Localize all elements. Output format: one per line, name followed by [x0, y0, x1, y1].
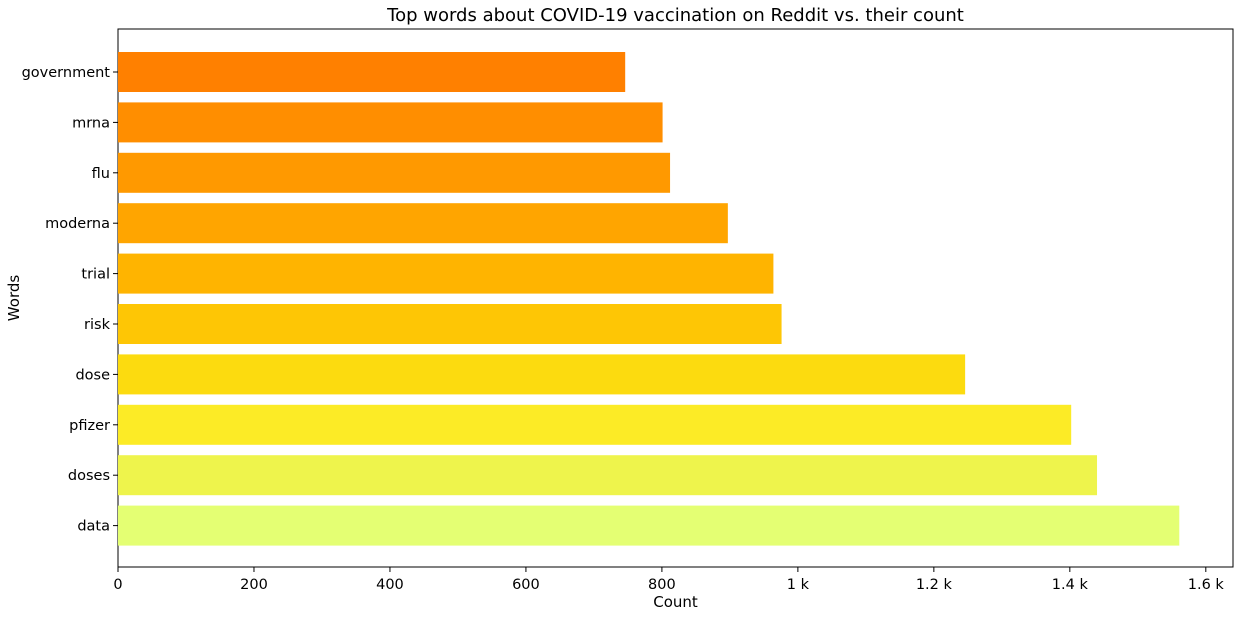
y-tick-label-risk: risk — [84, 317, 111, 333]
bar-doses — [118, 455, 1098, 496]
bar-mrna — [118, 102, 663, 143]
x-axis-label: Count — [653, 593, 698, 611]
bar-moderna — [118, 203, 728, 244]
y-axis-label: Words — [5, 275, 23, 322]
y-tick-labels: government mrna flu moderna trial risk dose pfi… — [22, 65, 118, 535]
x-tick-label-1400: 1.4 k — [1052, 577, 1089, 593]
x-tick-label-800: 800 — [648, 577, 676, 593]
y-tick-label-doses: doses — [68, 468, 110, 484]
bar-dose — [118, 354, 966, 395]
bar-data — [118, 505, 1180, 546]
x-tick-label-1600: 1.6 k — [1188, 577, 1225, 593]
x-tick-label-1200: 1.2 k — [916, 577, 953, 593]
x-ticks: 0 200 400 600 800 1 k 1.2 k 1.4 k 1.6 k — [113, 567, 1224, 593]
bar-risk — [118, 304, 782, 344]
y-tick-label-moderna: moderna — [45, 216, 110, 232]
y-tick-label-dose: dose — [75, 367, 110, 383]
x-tick-label-600: 600 — [512, 577, 540, 593]
y-tick-label-mrna: mrna — [72, 115, 110, 131]
bars-layer — [118, 52, 1180, 546]
plot-area — [117, 28, 1234, 568]
y-tick-label-government: government — [22, 65, 111, 81]
bar-flu — [118, 152, 671, 193]
x-tick-label-1000: 1 k — [787, 577, 810, 593]
y-tick-label-pfizer: pfizer — [69, 418, 110, 434]
y-tick-label-flu: flu — [92, 166, 110, 182]
bar-trial — [118, 253, 774, 294]
bar-pfizer — [118, 404, 1072, 445]
y-tick-label-data: data — [77, 519, 110, 535]
x-tick-label-0: 0 — [113, 577, 122, 593]
chart-title: Top words about COVID-19 vaccination on … — [386, 5, 964, 26]
x-tick-label-200: 200 — [240, 577, 268, 593]
x-tick-label-400: 400 — [376, 577, 404, 593]
y-tick-label-trial: trial — [81, 267, 110, 283]
bar-government — [118, 52, 626, 92]
